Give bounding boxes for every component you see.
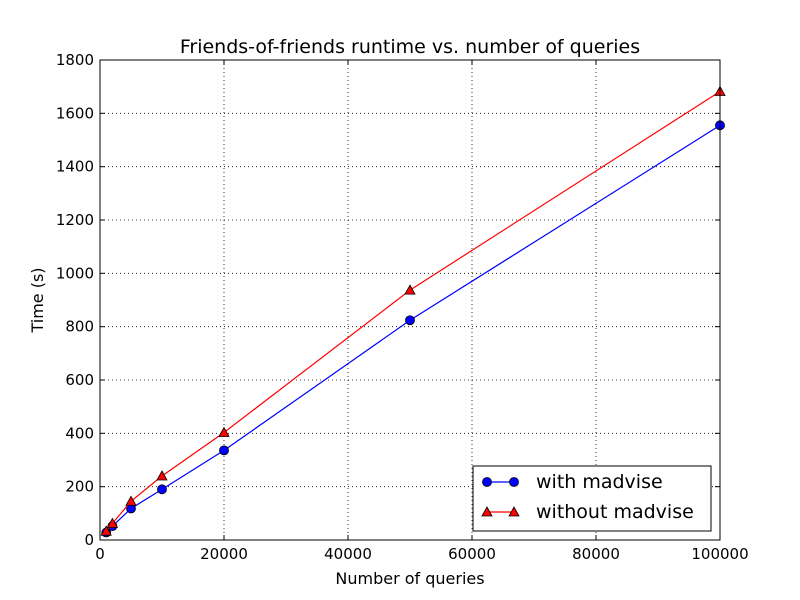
legend-box — [472, 465, 712, 532]
y-tick-label: 1000 — [56, 264, 94, 282]
y-tick-label: 800 — [65, 318, 94, 336]
data-point-without-madvise — [404, 284, 416, 295]
series-layer — [100, 85, 726, 538]
x-tick-label: 20000 — [200, 545, 248, 563]
legend-marker-with-madvise — [509, 477, 519, 487]
y-tick-label: 600 — [65, 371, 94, 389]
data-point-without-madvise — [100, 525, 112, 536]
legend-entry-with-madvise: with madvise — [482, 471, 663, 493]
y-tick-label: 1400 — [56, 158, 94, 176]
x-tick-label: 80000 — [572, 545, 620, 563]
y-tick-label: 200 — [65, 478, 94, 496]
legend-label-with-madvise: with madvise — [536, 471, 663, 493]
legend-label-without-madvise: without madvise — [536, 501, 694, 523]
data-point-with-madvise — [405, 315, 415, 326]
y-tick-label: 1200 — [56, 211, 94, 229]
data-point-without-madvise — [125, 495, 137, 506]
x-tick-label: 40000 — [324, 545, 372, 563]
tick-layer: 0 20000 40000 60000 80000 100000 0 200 400 600 800… — [56, 51, 749, 563]
x-axis-label: Number of queries — [335, 569, 484, 588]
y-tick-label: 0 — [84, 531, 94, 549]
plot-frame — [99, 59, 721, 541]
data-point-with-madvise — [219, 445, 229, 456]
data-point-with-madvise — [157, 484, 167, 495]
y-tick-label: 1600 — [56, 104, 94, 122]
y-axis-label: Time (s) — [28, 267, 47, 333]
x-tick-label: 100000 — [691, 545, 748, 563]
y-tick-label: 1800 — [56, 51, 94, 69]
data-point-without-madvise — [218, 426, 230, 437]
legend-marker-with-madvise — [482, 477, 492, 487]
legend-entry-without-madvise: without madvise — [481, 501, 694, 523]
legend-marker-without-madvise — [508, 506, 520, 517]
x-tick-label: 60000 — [448, 545, 496, 563]
y-tick-label: 400 — [65, 424, 94, 442]
grid-layer — [100, 60, 720, 540]
data-point-without-madvise — [156, 470, 168, 481]
chart-title: Friends-of-friends runtime vs. number of… — [180, 36, 640, 58]
x-tick-label: 0 — [95, 545, 105, 563]
legend: with madvise without madvise — [472, 465, 712, 532]
data-point-without-madvise — [106, 517, 119, 528]
legend-marker-without-madvise — [481, 506, 493, 517]
